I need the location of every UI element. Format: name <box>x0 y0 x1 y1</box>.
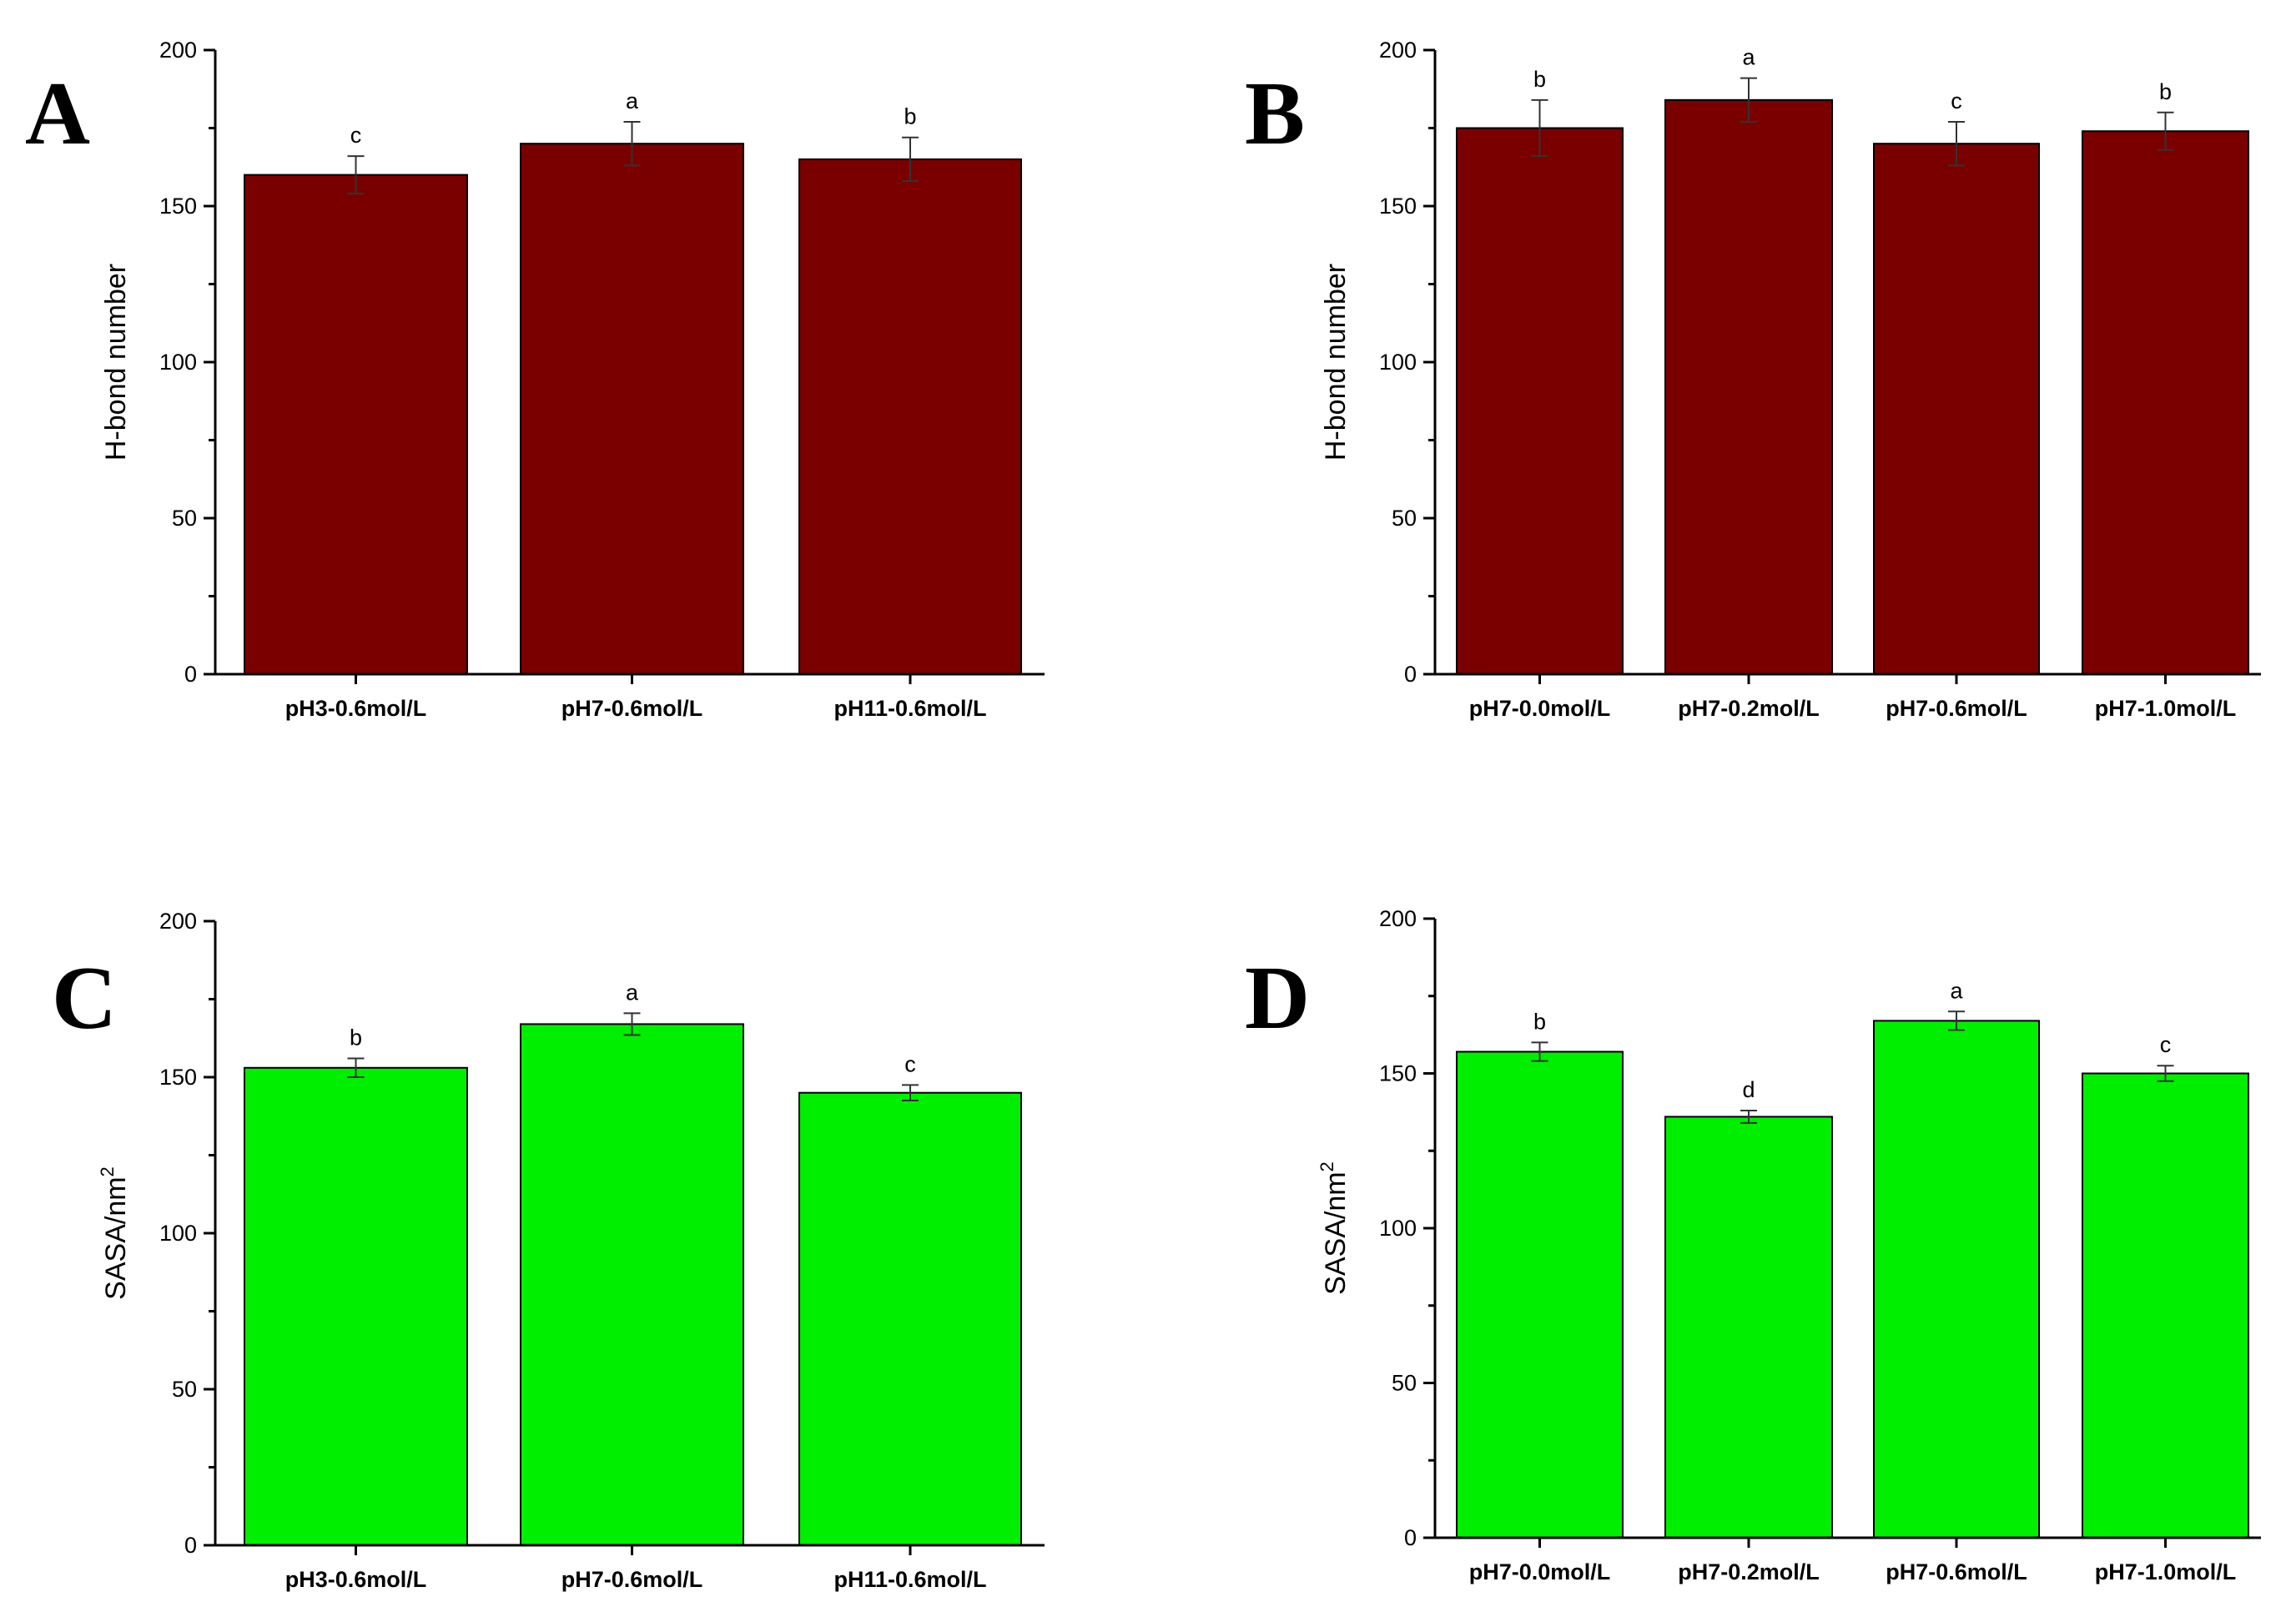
bar-2 <box>520 1023 744 1547</box>
bar-1 <box>1456 1050 1624 1539</box>
y-tick-label-1: 0 <box>1404 662 1417 687</box>
y-axis-title-text: SASA/nm <box>100 1176 132 1299</box>
panel-letter: D <box>1245 949 1310 1048</box>
significance-letter-2: a <box>626 980 639 1005</box>
x-tick-label-4: pH7-1.0mol/L <box>2095 1559 2237 1584</box>
x-tick-label-3: pH7-0.6mol/L <box>1886 1559 2027 1584</box>
y-axis-title-text: H-bond number <box>1320 264 1352 461</box>
x-tick-label-3: pH11-0.6mol/L <box>833 696 986 721</box>
error-bar-1 <box>1531 1041 1548 1062</box>
bar-2 <box>1664 98 1833 675</box>
y-axis-title: H-bond number <box>100 264 132 461</box>
significance-letter-3: a <box>1950 978 1963 1003</box>
y-tick-label-2: 50 <box>1392 506 1417 531</box>
panel-letter: B <box>1245 64 1305 164</box>
y-tick-label-3: 100 <box>1379 1216 1417 1241</box>
y-tick-label-5: 200 <box>159 909 197 934</box>
error-bar-1 <box>1531 98 1548 158</box>
bar-3 <box>798 158 1022 675</box>
y-tick-label-3: 100 <box>159 1221 197 1246</box>
x-tick-label-3: pH7-0.6mol/L <box>1886 696 2027 721</box>
error-bar-2 <box>1740 77 1757 123</box>
bar-1 <box>244 174 468 676</box>
y-axis-title: SASA/nm2 <box>97 1166 132 1300</box>
y-tick-label-4: 150 <box>159 194 197 219</box>
significance-letter-1: b <box>350 1025 362 1050</box>
bar-3 <box>1873 143 2040 675</box>
significance-letter-1: b <box>1533 67 1546 92</box>
error-bar-2 <box>623 121 641 167</box>
significance-letter-1: b <box>1533 1009 1546 1034</box>
error-bar-4 <box>2157 111 2174 151</box>
y-tick-label-4: 150 <box>1379 1061 1417 1086</box>
significance-letter-2: a <box>1742 45 1755 70</box>
bar-2 <box>1664 1116 1833 1539</box>
error-bar-1 <box>347 1057 365 1078</box>
significance-letter-2: d <box>1742 1077 1755 1102</box>
error-bar-3 <box>902 1084 919 1102</box>
bar-2 <box>520 143 744 675</box>
y-tick-label-3: 100 <box>159 350 197 375</box>
y-tick-label-5: 200 <box>1379 38 1417 63</box>
error-bar-2 <box>1740 1110 1757 1124</box>
x-tick-label-1: pH3-0.6mol/L <box>285 1567 427 1592</box>
bar-1 <box>1456 127 1624 675</box>
error-bar-3 <box>902 136 919 183</box>
error-bar-3 <box>1948 121 1965 167</box>
bar-1 <box>244 1066 468 1546</box>
significance-letter-1: c <box>350 123 362 148</box>
y-axis-title: SASA/nm2 <box>1317 1161 1352 1295</box>
x-tick-label-2: pH7-0.2mol/L <box>1678 1559 1820 1584</box>
y-tick-label-1: 0 <box>184 662 197 687</box>
x-tick-label-2: pH7-0.6mol/L <box>561 696 703 721</box>
error-bar-4 <box>2157 1065 2174 1082</box>
error-bar-3 <box>1948 1010 1965 1031</box>
y-axis-title-text: H-bond number <box>100 264 132 461</box>
x-tick-label-1: pH7-0.0mol/L <box>1469 1559 1611 1584</box>
y-tick-label-4: 150 <box>1379 194 1417 219</box>
panel-letter: C <box>52 949 117 1048</box>
y-tick-label-5: 200 <box>1379 906 1417 931</box>
significance-letter-3: c <box>904 1051 916 1076</box>
y-axis-title-text: SASA/nm <box>1320 1171 1352 1294</box>
x-tick-label-3: pH11-0.6mol/L <box>833 1567 986 1592</box>
y-axis-title-superscript: 2 <box>97 1166 118 1176</box>
x-tick-label-1: pH7-0.0mol/L <box>1469 696 1611 721</box>
panel-letter: A <box>25 64 90 164</box>
x-tick-label-1: pH3-0.6mol/L <box>285 696 427 721</box>
y-tick-label-2: 50 <box>1392 1371 1417 1396</box>
y-tick-label-2: 50 <box>172 1377 197 1402</box>
y-tick-label-5: 200 <box>159 38 197 63</box>
x-tick-label-4: pH7-1.0mol/L <box>2095 696 2237 721</box>
y-tick-label-1: 0 <box>1404 1525 1417 1550</box>
bar-3 <box>1873 1020 2040 1539</box>
significance-letter-4: c <box>2160 1032 2172 1057</box>
y-axis-title-superscript: 2 <box>1317 1161 1337 1171</box>
y-tick-label-3: 100 <box>1379 350 1417 375</box>
x-tick-label-2: pH7-0.2mol/L <box>1678 696 1820 721</box>
error-bar-2 <box>623 1012 641 1036</box>
significance-letter-4: b <box>2159 79 2172 104</box>
y-tick-label-2: 50 <box>172 506 197 531</box>
bar-3 <box>798 1091 1022 1546</box>
bar-4 <box>2082 130 2249 676</box>
y-tick-label-4: 150 <box>159 1065 197 1090</box>
significance-letter-3: c <box>1951 88 1962 113</box>
bar-4 <box>2082 1072 2249 1539</box>
y-tick-label-1: 0 <box>184 1533 197 1558</box>
significance-letter-2: a <box>626 88 639 113</box>
error-bar-1 <box>347 155 365 195</box>
significance-letter-3: b <box>904 104 916 129</box>
x-tick-label-2: pH7-0.6mol/L <box>561 1567 703 1592</box>
y-axis-title: H-bond number <box>1320 264 1352 461</box>
